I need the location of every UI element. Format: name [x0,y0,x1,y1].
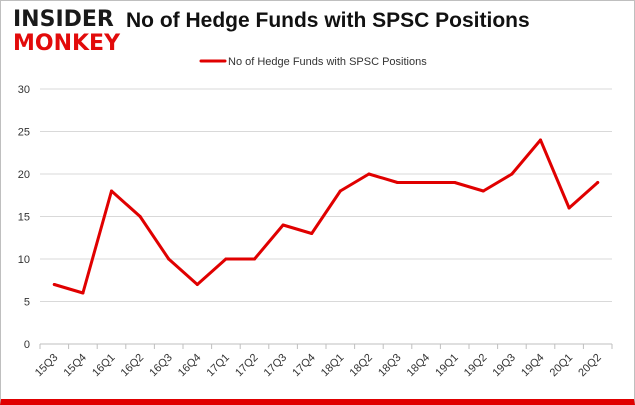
y-tick-label: 0 [24,339,30,351]
data-point [81,291,85,295]
x-tick-label: 17Q4 [290,352,318,380]
x-tick-label: 17Q3 [262,352,290,380]
logo-text-line1: INSIDER [13,7,114,32]
y-tick-label: 20 [18,169,30,181]
x-tick-label: 17Q2 [233,352,261,380]
x-tick-label: 18Q4 [405,352,433,380]
x-tick-label: 17Q1 [204,352,232,380]
x-tick-label: 16Q1 [90,352,118,380]
data-point [539,138,542,142]
data-point [396,181,399,184]
x-tick-label: 20Q2 [576,352,604,380]
data-point [195,283,199,286]
data-point [253,257,256,261]
x-tick-label: 15Q4 [61,352,89,380]
data-point [481,189,485,193]
x-tick-label: 19Q2 [462,352,490,380]
data-point [424,181,428,184]
data-point [167,257,171,261]
x-tick-label: 19Q1 [433,352,461,380]
data-point [367,172,371,176]
y-tick-label: 10 [18,254,30,266]
y-tick-label: 15 [18,212,30,224]
data-point [310,232,314,235]
insider-monkey-logo: INSIDER MONKEY [13,5,121,56]
logo-text-line2: MONKEY [13,31,121,56]
data-point [224,257,228,261]
data-point [110,189,113,193]
x-tick-label: 15Q3 [33,352,61,380]
x-tick-label: 16Q2 [119,352,147,380]
x-tick-label: 19Q4 [519,352,547,380]
data-point [52,283,56,286]
x-tick-label: 16Q4 [176,352,204,380]
data-point [338,189,342,193]
data-point [281,223,285,227]
x-tick-label: 18Q3 [376,352,404,380]
legend-label: No of Hedge Funds with SPSC Positions [228,56,427,68]
data-point [510,172,514,176]
x-tick-label: 16Q3 [147,352,175,380]
data-point [453,181,457,184]
series-line [52,138,600,295]
x-tick-label: 18Q2 [347,352,375,380]
data-point [567,206,571,210]
chart-title: No of Hedge Funds with SPSC Positions [126,9,530,32]
x-tick-label: 18Q1 [319,352,347,380]
data-point [596,181,600,184]
y-tick-label: 5 [24,297,30,309]
data-point [138,215,142,218]
x-tick-label: 20Q1 [548,352,576,380]
y-tick-label: 30 [18,84,30,96]
y-tick-label: 25 [18,127,30,139]
x-tick-label: 19Q3 [490,352,518,380]
